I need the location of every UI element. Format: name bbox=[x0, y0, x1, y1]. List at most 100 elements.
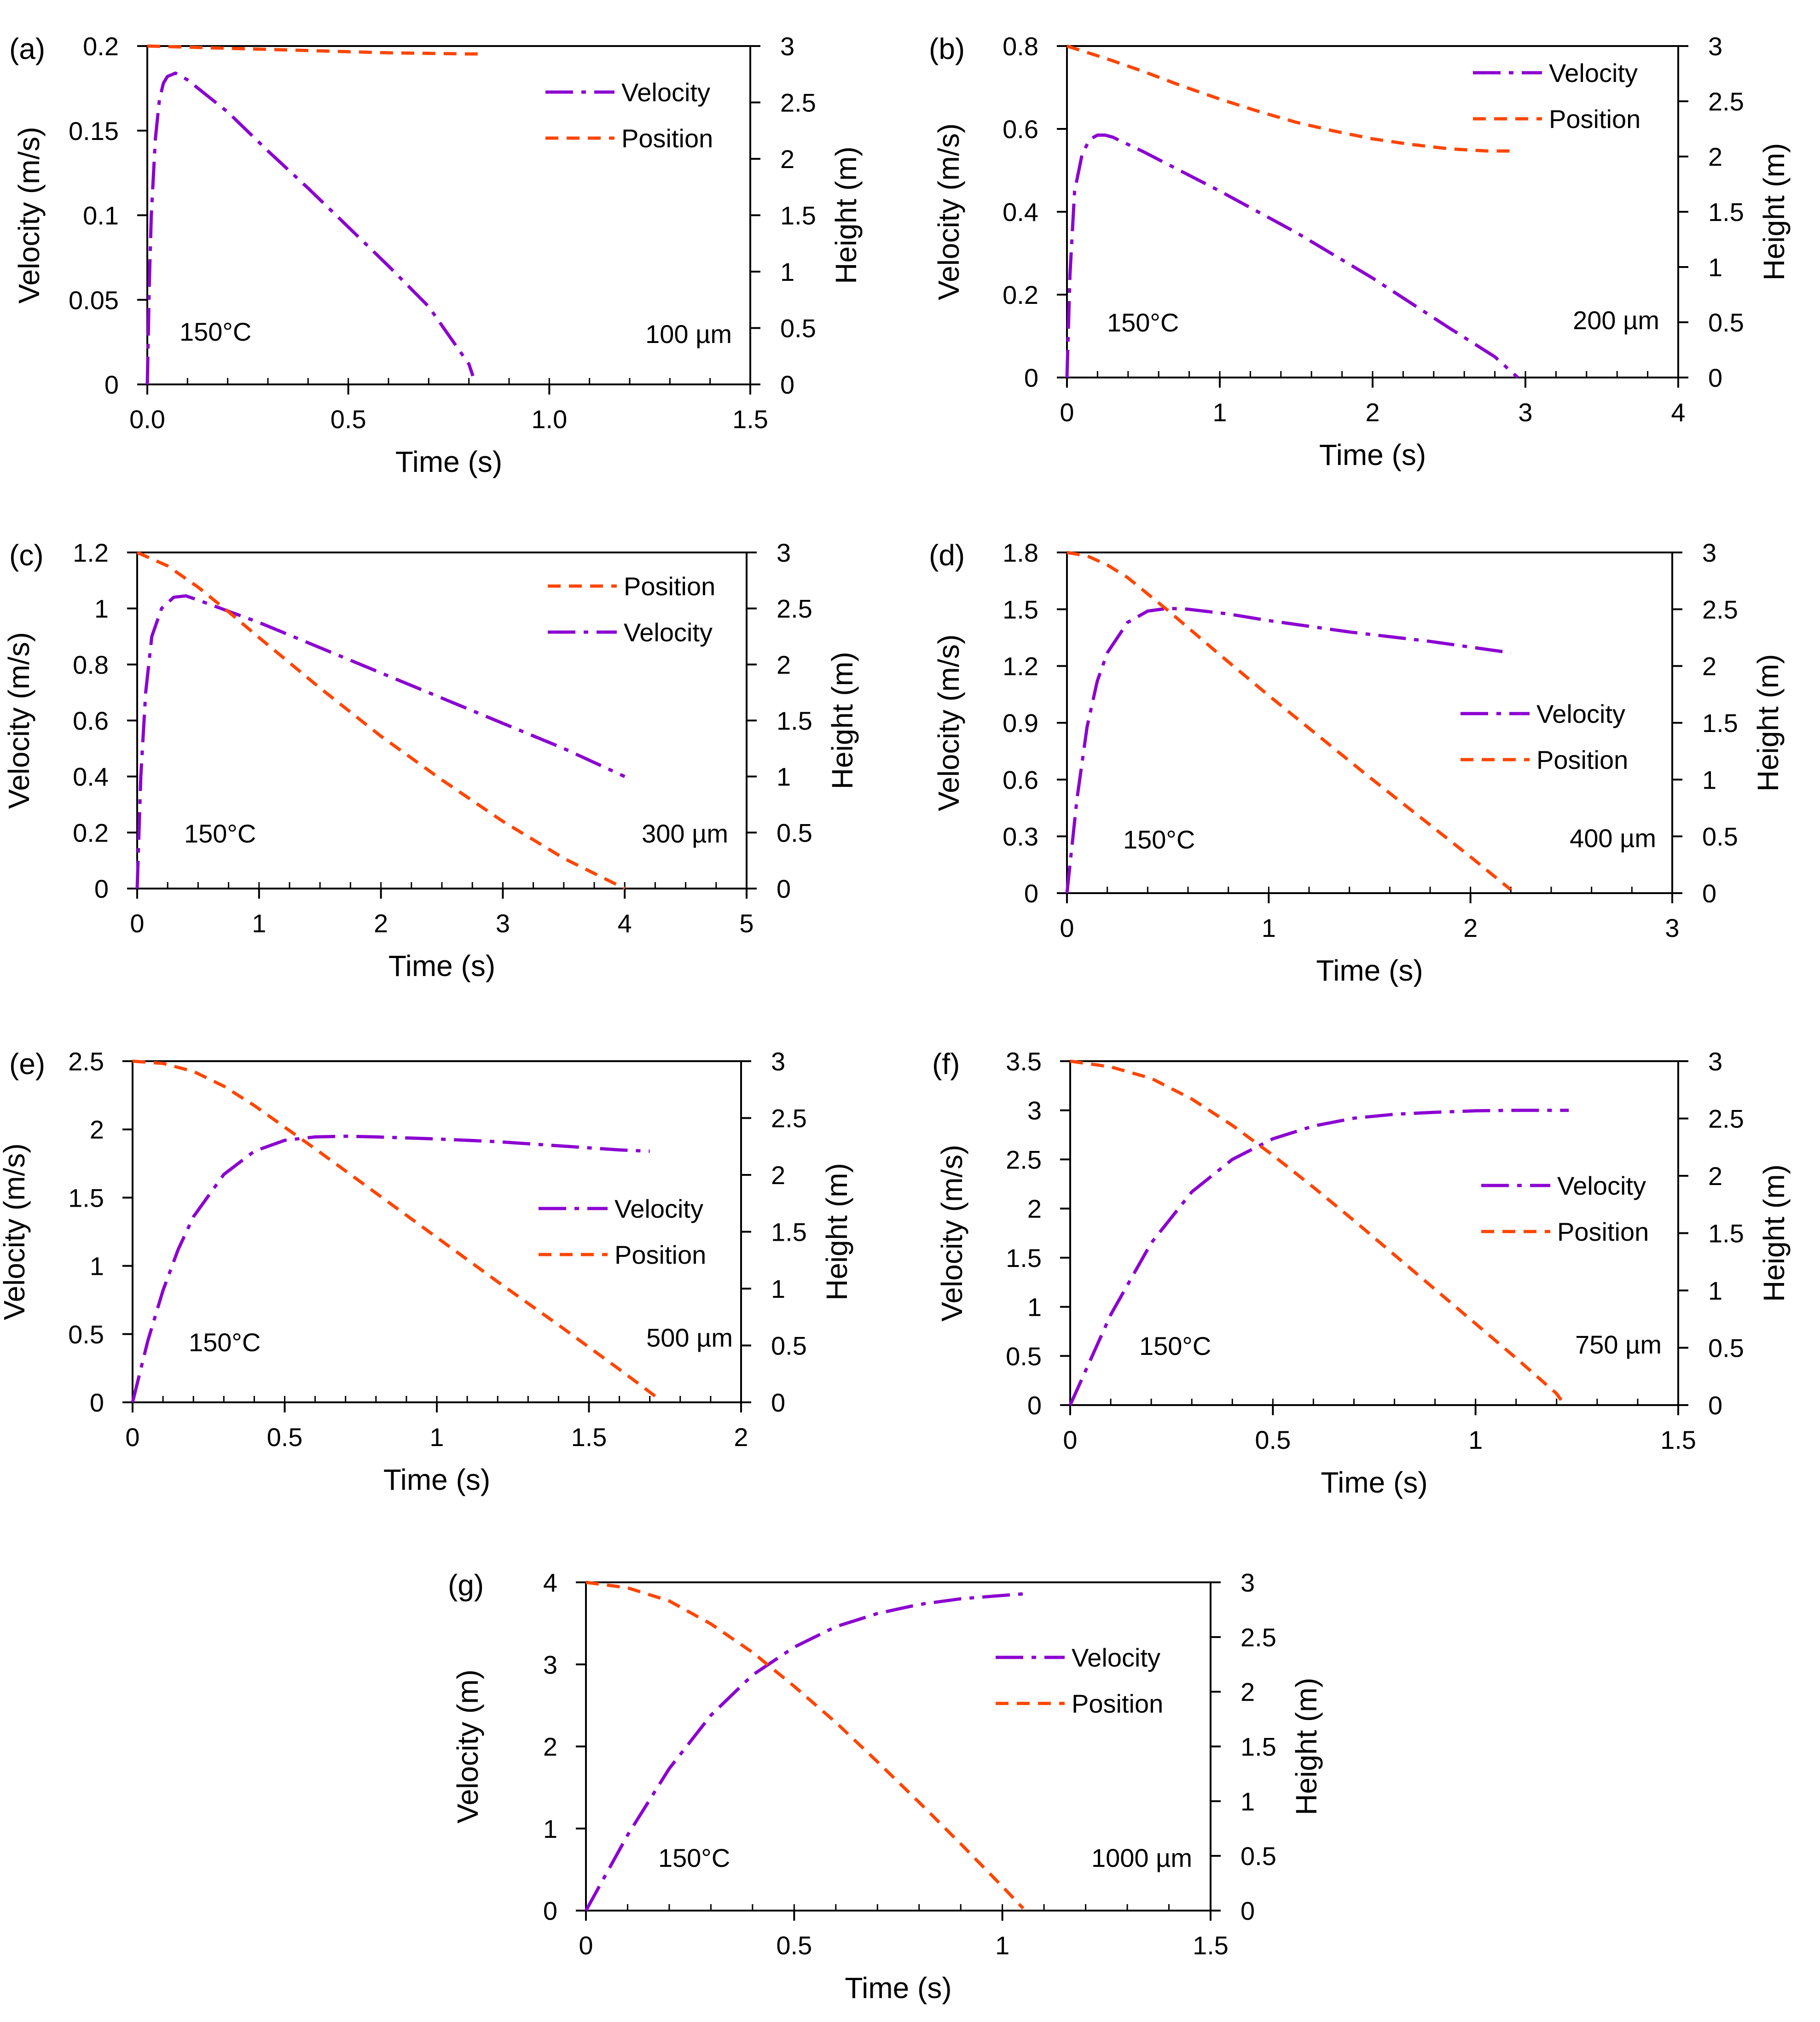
y-tick-label: 1 bbox=[543, 1814, 557, 1843]
y-axis-label: Velocity (m/s) bbox=[932, 123, 965, 300]
x-tick-label: 4 bbox=[1671, 398, 1685, 427]
temperature-annotation: 150°C bbox=[1123, 825, 1195, 854]
y2-tick-label: 3 bbox=[1240, 1568, 1255, 1597]
y2-tick-label: 3 bbox=[780, 32, 794, 61]
y2-tick-label: 3 bbox=[777, 538, 791, 567]
x-tick-label: 4 bbox=[618, 909, 632, 938]
x-tick-label: 0.5 bbox=[267, 1423, 303, 1452]
y-tick-label: 1.2 bbox=[1003, 652, 1038, 681]
y-tick-label: 2.5 bbox=[1006, 1145, 1042, 1174]
y2-tick-label: 2 bbox=[771, 1161, 785, 1190]
y2-tick-label: 1 bbox=[1702, 765, 1716, 794]
x-axis-label: Time (s) bbox=[395, 445, 502, 478]
y-tick-label: 1.5 bbox=[68, 1183, 104, 1212]
y-tick-label: 1 bbox=[1027, 1293, 1042, 1322]
legend-label: Position bbox=[1557, 1217, 1649, 1246]
y-tick-label: 0 bbox=[94, 874, 109, 903]
x-tick-label: 2 bbox=[1463, 913, 1478, 942]
legend-label: Velocity bbox=[624, 618, 713, 647]
velocity-series-line bbox=[584, 1592, 1024, 1912]
y2-axis-label: Height (m) bbox=[1757, 1164, 1791, 1302]
y2-axis-label: Height (m) bbox=[820, 1163, 853, 1301]
y-tick-label: 0.1 bbox=[83, 201, 119, 230]
panel-label: (f) bbox=[932, 1047, 960, 1081]
y-tick-label: 3.5 bbox=[1006, 1047, 1042, 1076]
x-tick-label: 1.5 bbox=[732, 405, 768, 434]
x-axis-label: Time (s) bbox=[1321, 1466, 1427, 1499]
position-series-line bbox=[1066, 44, 1518, 153]
y2-tick-label: 1 bbox=[1708, 1276, 1722, 1305]
chart-panel: 0 1 2 3 4 500.20.40.60.811.200.511.522.53Time… bbox=[2, 538, 859, 982]
x-tick-label: 0 bbox=[1063, 1425, 1077, 1454]
temperature-annotation: 150°C bbox=[180, 317, 251, 346]
y-tick-label: 0 bbox=[1024, 879, 1038, 908]
y-tick-label: 2 bbox=[543, 1732, 557, 1761]
y2-tick-label: 1.5 bbox=[780, 201, 816, 230]
y-axis-label: Velocity (m) bbox=[451, 1669, 484, 1823]
y-tick-label: 1.2 bbox=[73, 538, 109, 567]
y-tick-label: 1.5 bbox=[1003, 595, 1038, 624]
y2-axis-label: Height (m) bbox=[829, 146, 863, 284]
x-axis-label: Time (s) bbox=[1319, 438, 1426, 471]
y-tick-label: 0.8 bbox=[73, 650, 109, 679]
y2-tick-label: 2 bbox=[1708, 142, 1722, 171]
x-tick-label: 0.5 bbox=[1255, 1425, 1291, 1454]
y2-tick-label: 2 bbox=[1240, 1678, 1255, 1707]
y-tick-label: 2 bbox=[90, 1115, 104, 1144]
velocity-series-line bbox=[145, 71, 475, 385]
temperature-annotation: 150°C bbox=[658, 1843, 730, 1872]
y2-tick-label: 0 bbox=[777, 874, 791, 903]
x-tick-label: 1 bbox=[252, 909, 266, 938]
panel-label: (a) bbox=[9, 32, 45, 65]
legend-label: Position bbox=[614, 1240, 706, 1269]
y-tick-label: 2 bbox=[1027, 1194, 1042, 1223]
particle-size-annotation: 400 µm bbox=[1570, 824, 1656, 853]
y2-tick-label: 1 bbox=[771, 1274, 785, 1303]
y2-tick-label: 0 bbox=[1240, 1896, 1255, 1925]
y2-tick-label: 1.5 bbox=[777, 706, 812, 735]
legend-label: Velocity bbox=[614, 1194, 703, 1223]
particle-size-annotation: 300 µm bbox=[642, 819, 728, 848]
velocity-series-line bbox=[131, 1134, 650, 1403]
chart-panel: 0.0 0.5 1.0 1.5 0 0.05 0.1 0.15 0.2 0 0.5 1 1.5 2 2.5 3… bbox=[9, 32, 863, 478]
y2-tick-label: 0 bbox=[1708, 1391, 1722, 1420]
x-tick-label: 2 bbox=[734, 1423, 748, 1452]
y2-tick-label: 2 bbox=[780, 145, 794, 174]
y-tick-label: 0 bbox=[1024, 363, 1038, 392]
y2-tick-label: 2.5 bbox=[1702, 595, 1738, 624]
y2-tick-label: 2.5 bbox=[777, 594, 812, 623]
x-tick-label: 1.5 bbox=[1193, 1931, 1229, 1960]
position-series-line bbox=[1070, 1059, 1566, 1406]
x-tick-label: 3 bbox=[496, 909, 510, 938]
y-tick-label: 1 bbox=[90, 1252, 104, 1281]
x-axis-label: Time (s) bbox=[383, 1463, 490, 1496]
x-tick-label: 1 bbox=[1212, 398, 1227, 427]
x-tick-label: 1 bbox=[1468, 1425, 1483, 1454]
y2-tick-label: 1.5 bbox=[1708, 198, 1744, 227]
particle-size-annotation: 200 µm bbox=[1573, 306, 1659, 335]
velocity-series-line bbox=[1065, 606, 1511, 894]
x-tick-label: 0 bbox=[130, 909, 144, 938]
y-tick-label: 0.6 bbox=[73, 706, 109, 735]
y-axis-label: Velocity (m/s) bbox=[2, 632, 35, 809]
y2-tick-label: 0.5 bbox=[1708, 1334, 1744, 1363]
legend-label: Velocity bbox=[621, 78, 710, 107]
x-tick-label: 1.0 bbox=[531, 405, 567, 434]
y-tick-label: 0.6 bbox=[1003, 765, 1038, 794]
y2-tick-label: 1 bbox=[780, 257, 794, 286]
x-tick-label: 1 bbox=[995, 1931, 1009, 1960]
particle-size-annotation: 500 µm bbox=[646, 1323, 733, 1352]
y2-tick-label: 0 bbox=[780, 370, 794, 399]
y2-axis-label: Height (m) bbox=[1751, 654, 1785, 792]
x-tick-label: 1 bbox=[1262, 913, 1276, 942]
y2-axis-label: Height (m) bbox=[826, 652, 859, 790]
y-tick-label: 0.5 bbox=[1006, 1342, 1042, 1371]
x-tick-label: 0.5 bbox=[776, 1931, 812, 1960]
panel-label: (d) bbox=[929, 539, 965, 572]
y-axis-label: Velocity (m/s) bbox=[935, 1145, 968, 1321]
y2-tick-label: 0.5 bbox=[780, 314, 816, 343]
y-tick-label: 0.4 bbox=[73, 762, 109, 791]
y2-tick-label: 2.5 bbox=[1708, 1104, 1744, 1133]
y2-tick-label: 2.5 bbox=[780, 88, 816, 117]
